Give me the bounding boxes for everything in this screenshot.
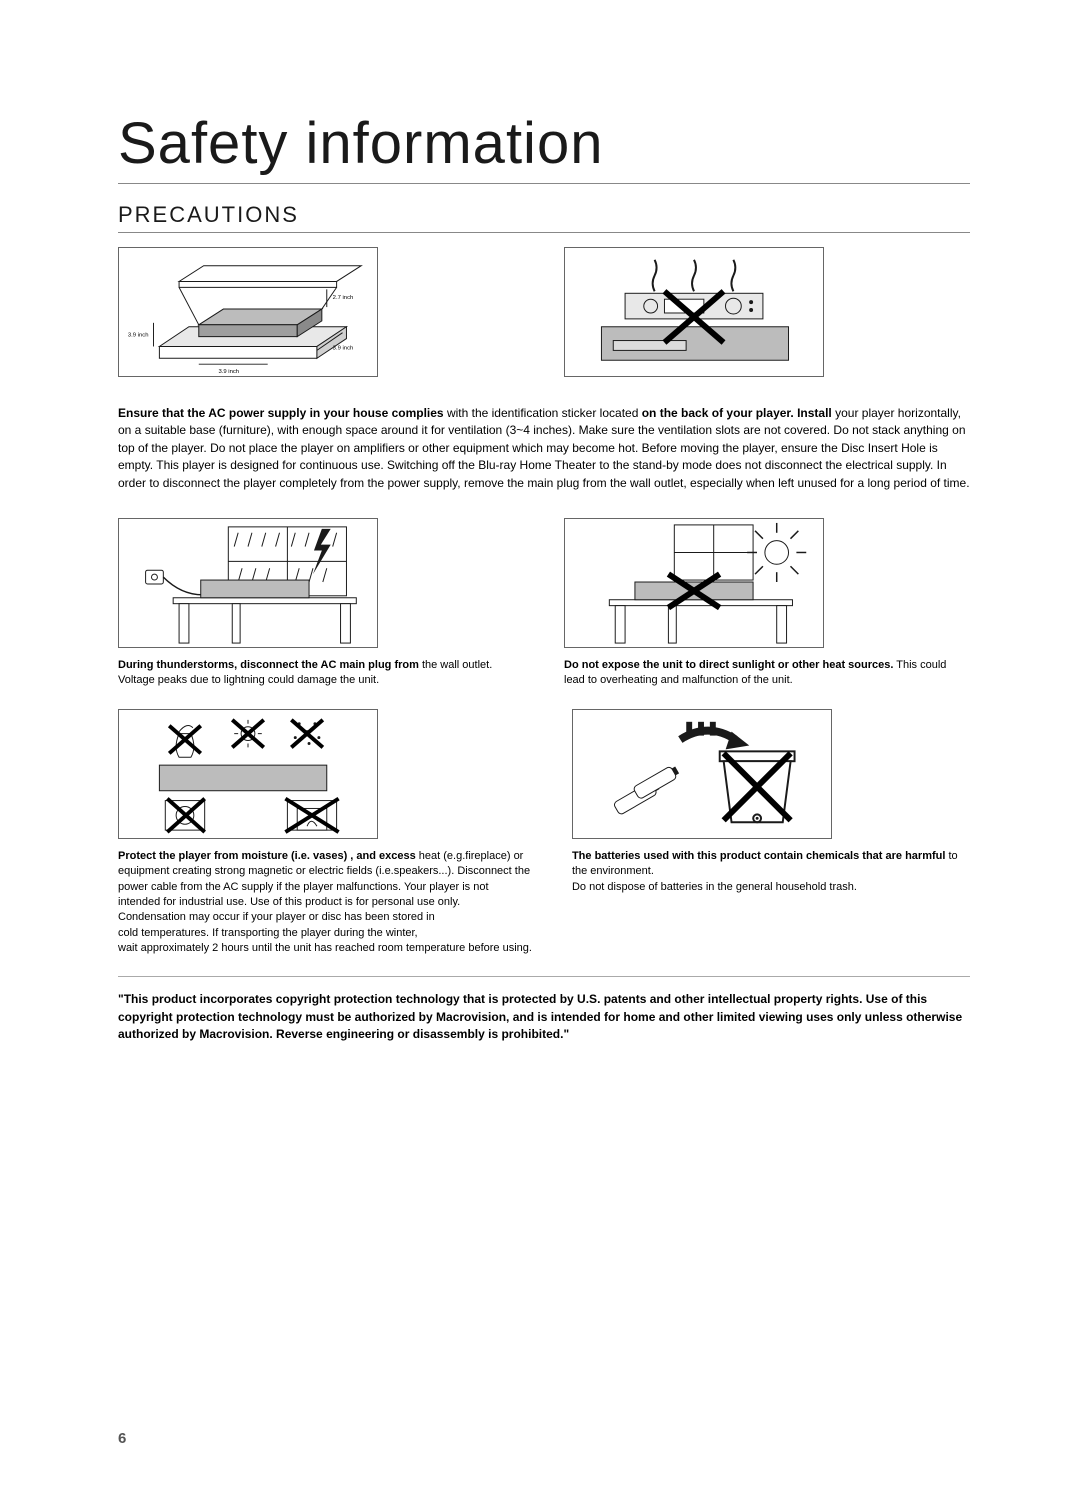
svg-text:3.9 inch: 3.9 inch (333, 345, 354, 351)
page-number: 6 (118, 1430, 126, 1447)
svg-text:3.9 inch: 3.9 inch (128, 333, 149, 339)
moist-line3: cold temperatures. If transporting the p… (118, 926, 532, 941)
illustration-row-1: 2.7 inch 3.9 inch 3.9 inch 3.9 inch (118, 247, 970, 387)
thunderstorm-diagram (118, 518, 378, 648)
battery-diagram (572, 709, 832, 839)
thunder-bold: During thunderstorms, disconnect the AC … (118, 659, 419, 671)
moist-bold: Protect the player from moisture (i.e. v… (118, 850, 416, 862)
moist-line4: wait approximately 2 hours until the uni… (118, 941, 532, 956)
thunder-text: During thunderstorms, disconnect the AC … (118, 658, 524, 689)
moist-text: Protect the player from moisture (i.e. v… (118, 849, 532, 911)
intro-bold-2: on the back of your player. Install (642, 406, 832, 420)
sun-bold: Do not expose the unit to direct sunligh… (564, 659, 893, 671)
copyright-notice: "This product incorporates copyright pro… (118, 991, 970, 1043)
batt-text: The batteries used with this product con… (572, 849, 970, 880)
illustration-row-3: Protect the player from moisture (i.e. v… (118, 709, 970, 957)
batt-line2: Do not dispose of batteries in the gener… (572, 880, 970, 895)
intro-mid: with the identification sticker located (444, 406, 642, 420)
batt-bold: The batteries used with this product con… (572, 850, 945, 862)
illustration-row-2: During thunderstorms, disconnect the AC … (118, 518, 970, 689)
ventilation-diagram: 2.7 inch 3.9 inch 3.9 inch 3.9 inch (118, 247, 378, 377)
moist-line2: Condensation may occur if your player or… (118, 910, 532, 925)
intro-bold-1: Ensure that the AC power supply in your … (118, 406, 444, 420)
sunlight-diagram (564, 518, 824, 648)
svg-text:3.9 inch: 3.9 inch (218, 369, 239, 375)
divider (118, 976, 970, 977)
stacking-warning-diagram (564, 247, 824, 377)
section-heading: PRECAUTIONS (118, 202, 970, 233)
moisture-diagram (118, 709, 378, 839)
svg-text:2.7 inch: 2.7 inch (333, 295, 354, 301)
intro-paragraph: Ensure that the AC power supply in your … (118, 405, 970, 492)
page-title: Safety information (118, 110, 970, 184)
sun-text: Do not expose the unit to direct sunligh… (564, 658, 970, 689)
